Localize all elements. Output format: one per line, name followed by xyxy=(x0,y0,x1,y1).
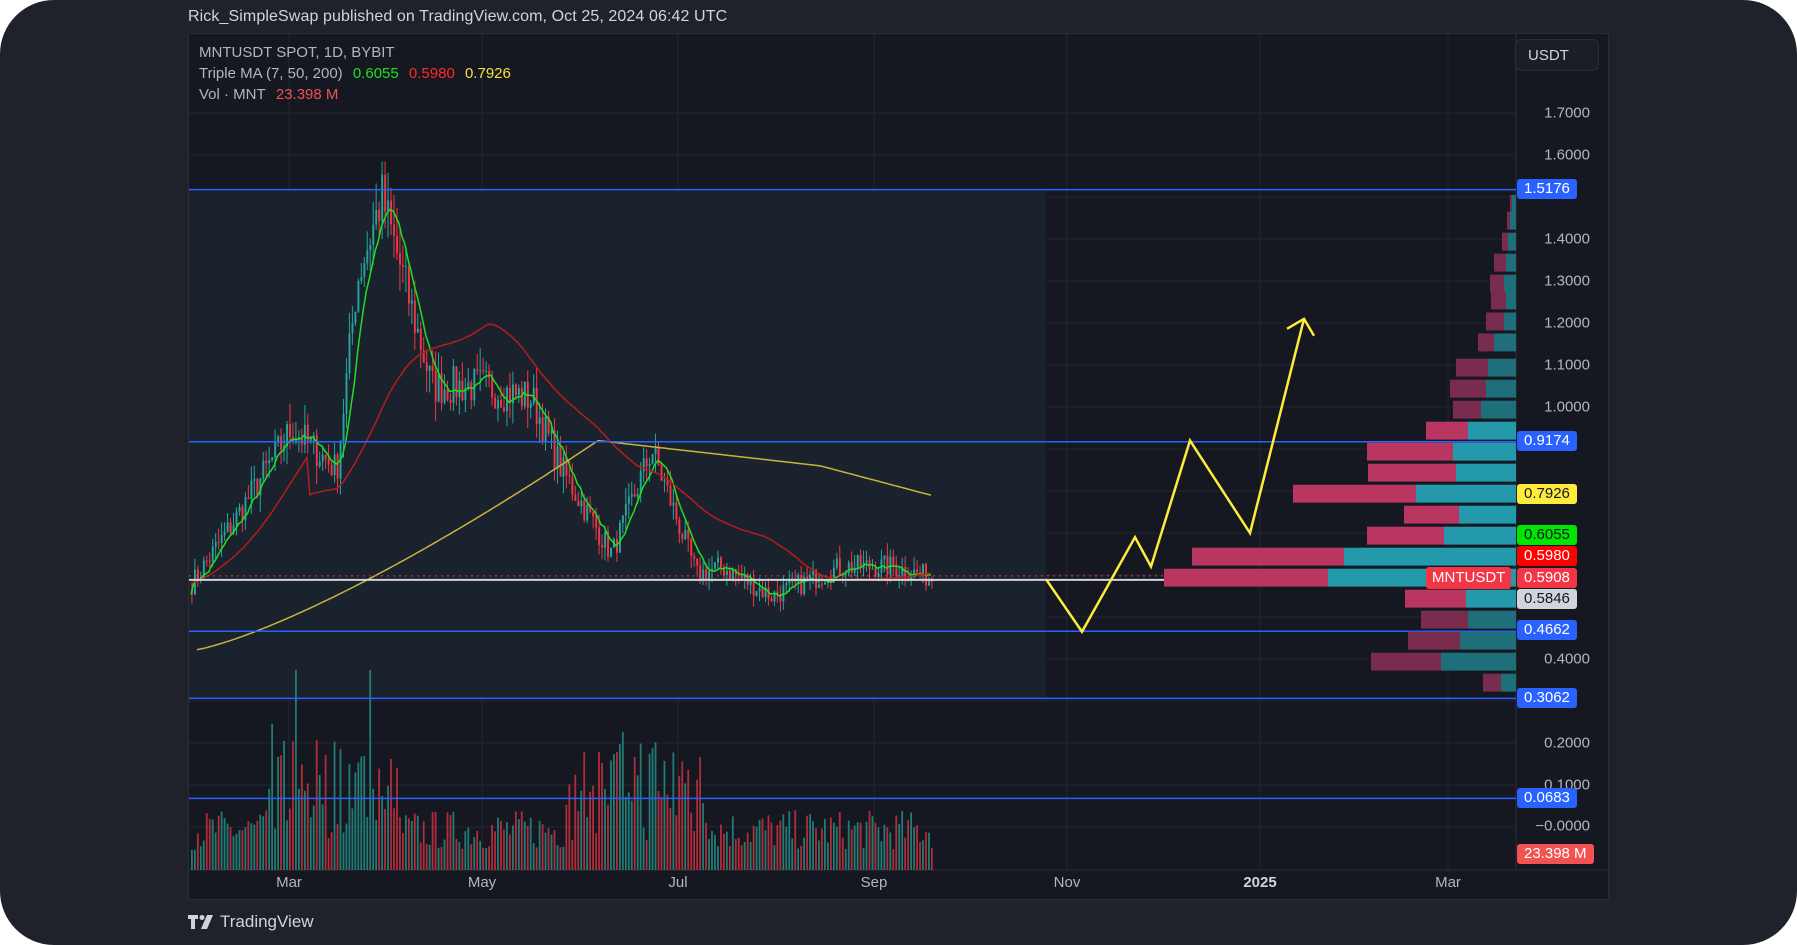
price-tick: 0.4000 xyxy=(1544,650,1590,668)
price-tick: 1.4000 xyxy=(1544,230,1590,248)
time-label: Sep xyxy=(860,874,888,891)
time-label: Nov xyxy=(1053,874,1081,891)
price-tick: 0.2000 xyxy=(1544,734,1590,752)
ma-indicator-label[interactable]: Triple MA (7, 50, 200) xyxy=(199,65,343,82)
ma200-value: 0.7926 xyxy=(464,65,511,82)
brand-name: TradingView xyxy=(220,912,314,931)
level-label-support-2: 0.3062 xyxy=(1517,688,1577,708)
price-plot[interactable] xyxy=(189,34,1609,900)
price-tick: 1.7000 xyxy=(1544,104,1590,122)
tradingview-logo-icon xyxy=(188,915,213,929)
last-price-label: 0.5908 xyxy=(1517,568,1577,588)
price-tick: 1.2000 xyxy=(1544,314,1590,332)
chart-legend: MNTUSDT SPOT, 1D, BYBIT Triple MA (7, 50… xyxy=(199,42,517,105)
level-label-support-3: 0.0683 xyxy=(1517,788,1577,808)
volume-indicator-label[interactable]: Vol · MNT xyxy=(199,86,266,103)
ma7-value: 0.6055 xyxy=(352,65,399,82)
symbol-title[interactable]: MNTUSDT SPOT, 1D, BYBIT xyxy=(199,44,395,61)
time-label: Mar xyxy=(276,874,302,891)
level-label-support-1: 0.4662 xyxy=(1517,620,1577,640)
time-label: Mar xyxy=(1435,874,1461,891)
publish-info: Rick_SimpleSwap published on TradingView… xyxy=(188,8,728,25)
volume-price-label: 23.398 M xyxy=(1517,844,1594,864)
currency-button[interactable]: USDT xyxy=(1515,39,1599,71)
level-label-resistance-top: 1.5176 xyxy=(1517,179,1577,199)
ma50-price-label: 0.5980 xyxy=(1517,546,1577,566)
time-label-year: 2025 xyxy=(1243,874,1277,891)
ma50-value: 0.5980 xyxy=(408,65,455,82)
price-tick: 1.0000 xyxy=(1544,398,1590,416)
level-label-resistance-mid: 0.9174 xyxy=(1517,431,1577,451)
price-tick: −0.0000 xyxy=(1535,817,1590,835)
volume-value: 23.398 M xyxy=(275,86,339,103)
price-tick: 1.1000 xyxy=(1544,356,1590,374)
price-tick: 1.3000 xyxy=(1544,272,1590,290)
time-label: Jul xyxy=(668,874,688,891)
ma200-price-label: 0.7926 xyxy=(1517,484,1577,504)
chart-pane[interactable]: MNTUSDT SPOT, 1D, BYBIT Triple MA (7, 50… xyxy=(188,33,1609,900)
time-label: May xyxy=(467,874,497,891)
symbol-price-tag: MNTUSDT xyxy=(1426,567,1512,589)
ma7-price-label: 0.6055 xyxy=(1517,525,1577,545)
price-tick: 1.6000 xyxy=(1544,146,1590,164)
prev-close-label: 0.5846 xyxy=(1517,589,1577,609)
tradingview-logo[interactable]: TradingView xyxy=(188,912,314,932)
